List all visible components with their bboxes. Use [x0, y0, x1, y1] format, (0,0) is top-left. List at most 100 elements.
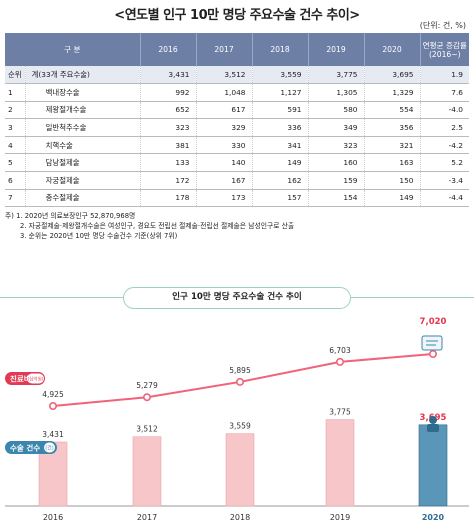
bar-value-label: 3,559 [229, 422, 251, 431]
value-cell: 330 [196, 136, 253, 155]
bar-series-unit: (건) [45, 445, 54, 452]
value-cell: 173 [196, 189, 253, 208]
rank-cell: 7 [5, 189, 26, 208]
value-cell: 652 [140, 101, 197, 120]
value-cell: 149 [252, 153, 309, 173]
value-cell: -4.4 [420, 189, 469, 208]
table-row: 1 백내장수술 992 1,048 1,127 1,305 1,329 7.6 [5, 83, 469, 102]
line-series-name: 진료비 [10, 374, 31, 384]
table-row: 4 치핵수술 381 330 341 323 321 -4.2 [5, 136, 469, 155]
line-value-label: 4,925 [42, 390, 64, 399]
table-row: 7 충수절제술 178 173 157 154 149 -4.4 [5, 189, 469, 208]
bar [132, 436, 162, 507]
value-cell: 162 [252, 171, 309, 190]
table-row: 순위 계(33개 주요수술) 3,431 3,512 3,559 3,775 3,695 1.… [5, 66, 469, 85]
line-series-unit-bg [27, 373, 44, 384]
x-tick-label: 2019 [330, 513, 350, 522]
footnote: 2. 자궁절제술·제왕절개수술은 여성인구, 경요도 전립선 절제술·전립선 절… [20, 222, 295, 230]
value-cell: 3,775 [308, 66, 365, 85]
surgery-name-cell: 충수절제술 [25, 189, 141, 208]
value-cell: 323 [308, 136, 365, 155]
value-cell: 554 [364, 101, 421, 120]
line-point [428, 349, 437, 358]
bar-series-name: 수술 건수 [10, 443, 40, 453]
bar-value-label: 3,431 [42, 430, 64, 439]
value-cell: 167 [196, 171, 253, 190]
value-cell: 3,695 [364, 66, 421, 85]
rank-cell: 3 [5, 118, 26, 137]
surgery-name-cell: 담낭절제술 [25, 153, 141, 173]
value-cell: 133 [140, 153, 197, 173]
footnotes: 주) 1. 2020년 의료보장인구 52,870,968명 2. 자궁절제술·… [5, 211, 294, 241]
rank-cell: 순위 [5, 66, 26, 85]
value-cell: 1,329 [364, 83, 421, 102]
header-2018: 2018 [252, 33, 309, 66]
line-point [236, 377, 245, 386]
bar-series-unit-bg [44, 442, 55, 453]
rank-cell: 1 [5, 83, 26, 102]
value-cell: 381 [140, 136, 197, 155]
surgery-name-cell: 백내장수술 [25, 83, 141, 102]
line-value-label: 5,279 [136, 381, 158, 390]
value-cell: 178 [140, 189, 197, 208]
value-cell: 580 [308, 101, 365, 120]
value-cell: -4.2 [420, 136, 469, 155]
x-tick-label: 2020 [422, 513, 445, 522]
value-cell: 591 [252, 101, 309, 120]
x-tick-label: 2016 [43, 513, 63, 522]
bar-series-badge [5, 441, 57, 454]
bar [325, 419, 355, 507]
value-cell: 992 [140, 83, 197, 102]
header-2019: 2019 [308, 33, 365, 66]
line-value-label: 6,703 [329, 346, 351, 355]
value-cell: 329 [196, 118, 253, 137]
value-cell: 1,048 [196, 83, 253, 102]
bar-value-label: 3,512 [136, 425, 158, 434]
unit-label: (단위: 건, %) [419, 21, 466, 30]
value-cell: 149 [364, 189, 421, 208]
clipboard-icon [421, 335, 443, 351]
table-row: 6 자궁절제술 172 167 162 159 150 -3.4 [5, 171, 469, 190]
header-2017: 2017 [196, 33, 253, 66]
bar-value-label: 3,775 [329, 408, 351, 417]
table-row: 2 제왕절개수술 652 617 591 580 554 -4.0 [5, 101, 469, 120]
value-cell: 160 [308, 153, 365, 173]
page-title: <연도별 인구 10만 명당 주요수술 건수 추이> [114, 8, 360, 23]
line-point [143, 393, 152, 402]
value-cell: 159 [308, 171, 365, 190]
x-tick-label: 2018 [230, 513, 250, 522]
rank-cell: 6 [5, 171, 26, 190]
rank-cell: 5 [5, 153, 26, 173]
line-point [335, 357, 344, 366]
value-cell: -3.4 [420, 171, 469, 190]
surgery-name-cell: 계(33개 주요수술) [25, 66, 141, 85]
header-2016: 2016 [140, 33, 197, 66]
value-cell: 1,305 [308, 83, 365, 102]
line-point [48, 402, 57, 411]
value-cell: 1,127 [252, 83, 309, 102]
bar [418, 424, 448, 507]
value-cell: 157 [252, 189, 309, 208]
footnote: 주) 1. 2020년 의료보장인구 52,870,968명 [5, 212, 136, 220]
value-cell: 7.6 [420, 83, 469, 102]
value-cell: 341 [252, 136, 309, 155]
value-cell: 150 [364, 171, 421, 190]
table-row: 5 담낭절제술 133 140 149 160 163 5.2 [5, 153, 469, 173]
value-cell: -4.0 [420, 101, 469, 120]
chart-title: 인구 10만 명당 주요수술 건수 추이 [123, 287, 351, 309]
x-tick-label: 2017 [137, 513, 157, 522]
value-cell: 5.2 [420, 153, 469, 173]
value-cell: 3,431 [140, 66, 197, 85]
surgery-name-cell: 자궁절제술 [25, 171, 141, 190]
value-cell: 1.9 [420, 66, 469, 85]
surgery-name-cell: 일반척추수술 [25, 118, 141, 137]
surgery-trend-chart: 3,4313,5123,5593,7753,6954,9255,2795,895… [5, 317, 469, 522]
value-cell: 321 [364, 136, 421, 155]
header-growth: 연평균 증감률 (2016~) [420, 33, 469, 66]
value-cell: 2.5 [420, 118, 469, 137]
surgery-name-cell: 제왕절개수술 [25, 101, 141, 120]
value-cell: 3,512 [196, 66, 253, 85]
value-cell: 163 [364, 153, 421, 173]
rank-cell: 4 [5, 136, 26, 155]
value-cell: 356 [364, 118, 421, 137]
